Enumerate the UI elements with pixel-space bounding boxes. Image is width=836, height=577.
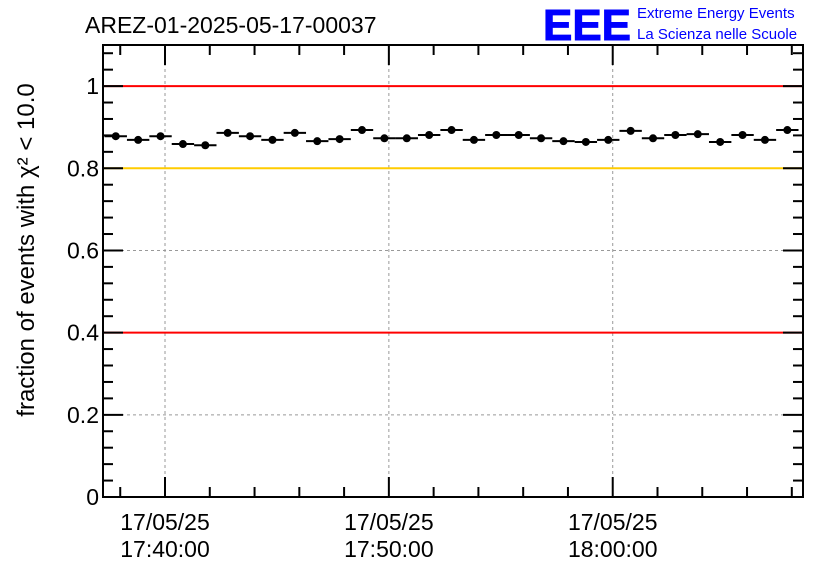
data-point	[178, 140, 187, 149]
data-point	[671, 130, 680, 139]
data-point	[514, 130, 523, 139]
y-tick-label: 0.4	[67, 320, 99, 346]
data-point	[626, 126, 635, 135]
logo-mark: EEE	[543, 1, 631, 50]
data-point	[246, 132, 255, 141]
data-point	[716, 137, 725, 146]
data-point	[134, 135, 143, 144]
x-tick-label-date: 17/05/25	[120, 509, 210, 535]
data-point	[537, 134, 546, 143]
data-point	[156, 132, 165, 141]
data-point	[380, 134, 389, 143]
x-tick-label-time: 18:00:00	[568, 536, 658, 562]
data-point	[693, 130, 702, 139]
x-tick-label-date: 17/05/25	[344, 509, 434, 535]
chart-title: AREZ-01-2025-05-17-00037	[85, 12, 377, 38]
y-tick-label: 0	[86, 484, 99, 510]
y-tick-label: 0.6	[67, 237, 99, 263]
data-point	[313, 137, 322, 146]
data-point	[559, 137, 568, 146]
data-point	[111, 132, 120, 141]
x-tick-label-time: 17:40:00	[120, 536, 210, 562]
data-point	[201, 141, 210, 150]
data-point	[358, 126, 367, 135]
plot-frame	[102, 44, 804, 498]
y-tick-label: 0.8	[67, 155, 99, 181]
data-point	[492, 130, 501, 139]
data-point	[335, 135, 344, 144]
data-point	[783, 126, 792, 135]
data-point	[469, 135, 478, 144]
y-tick-label: 1	[86, 73, 99, 99]
data-point	[738, 130, 747, 139]
logo-line2: La Scienza nelle Scuole	[637, 26, 797, 43]
x-tick-label-time: 17:50:00	[344, 536, 434, 562]
eee-logo: EEE Extreme Energy Events La Scienza nel…	[543, 1, 798, 51]
data-point	[223, 128, 232, 137]
y-axis-label: fraction of events with χ² < 10.0	[13, 83, 40, 416]
data-point	[290, 128, 299, 137]
data-point	[425, 130, 434, 139]
data-point	[760, 135, 769, 144]
data-point	[447, 126, 456, 135]
y-tick-label: 0.2	[67, 402, 99, 428]
data-point	[581, 137, 590, 146]
data-point	[649, 134, 658, 143]
data-point	[604, 135, 613, 144]
data-point	[268, 135, 277, 144]
logo-line1: Extreme Energy Events	[637, 5, 795, 22]
x-tick-label-date: 17/05/25	[568, 509, 658, 535]
data-point	[402, 134, 411, 143]
